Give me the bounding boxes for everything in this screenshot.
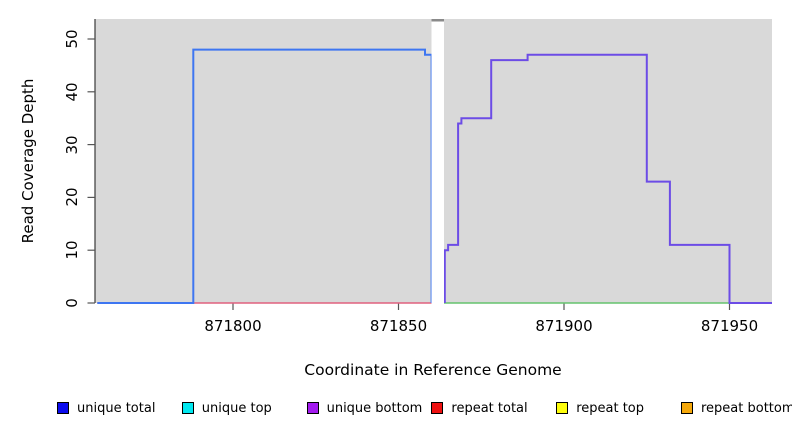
legend-label: repeat bottom — [701, 400, 792, 416]
legend-swatch-icon — [57, 402, 69, 414]
legend-label: unique top — [201, 400, 272, 416]
legend-swatch-icon — [306, 402, 319, 414]
y-tick-label: 20 — [63, 187, 81, 207]
y-tick-label: 0 — [63, 298, 81, 308]
legend-swatch-icon — [681, 402, 693, 414]
gap-top-segment — [431, 19, 444, 22]
series-unique-bottom-coverage — [444, 53, 772, 304]
legend-label: unique total — [77, 400, 156, 416]
y-tick-label: 30 — [63, 135, 81, 155]
legend-label: unique bottom — [326, 400, 423, 416]
panel-background-left — [95, 19, 432, 303]
panel-background-right — [444, 19, 772, 303]
legend-item: repeat total — [431, 400, 528, 416]
legend-item: repeat bottom — [681, 400, 792, 416]
legend-item: unique bottom — [306, 400, 423, 416]
x-tick-label: 871800 — [204, 317, 262, 335]
y-tick-label: 50 — [63, 29, 81, 49]
legend-item: unique top — [181, 400, 272, 416]
x-tick-label: 871850 — [369, 317, 428, 335]
legend-label: repeat total — [451, 400, 528, 416]
legend-swatch-icon — [556, 402, 569, 414]
legend-swatch-icon — [181, 402, 194, 414]
y-tick-label: 40 — [63, 82, 81, 102]
x-tick-label: 871900 — [535, 317, 593, 335]
legend-label: repeat top — [576, 400, 644, 416]
y-axis-title: Read Coverage Depth — [19, 78, 37, 244]
y-tick-label: 10 — [63, 240, 81, 260]
legend-swatch-icon — [431, 402, 444, 414]
legend-item: unique total — [57, 400, 155, 416]
x-tick-label: 871950 — [700, 317, 759, 335]
series-unique-total-coverage — [97, 48, 432, 304]
x-axis-title: Coordinate in Reference Genome — [304, 361, 562, 379]
legend-item: repeat top — [556, 400, 644, 416]
